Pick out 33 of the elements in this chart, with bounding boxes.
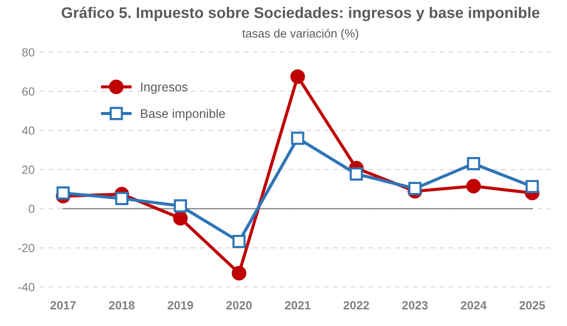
y-tick-label: 20: [22, 166, 34, 174]
y-tick-label: -40: [18, 282, 34, 292]
x-tick-label: 2024: [460, 301, 487, 310]
point: [350, 167, 363, 181]
point: [232, 266, 246, 280]
x-tick-label: 2018: [109, 301, 135, 310]
x-tick-label: 2021: [284, 301, 310, 310]
y-tick-label: 60: [22, 87, 34, 96]
point: [174, 199, 188, 212]
y-tick-label: 80: [22, 48, 34, 57]
x-tick-label: 2025: [519, 301, 546, 310]
point: [56, 186, 70, 200]
y-tick-label: -20: [18, 244, 34, 252]
x-tick-label: 2020: [226, 301, 252, 310]
x-tick-label: 2022: [344, 301, 369, 310]
point: [408, 182, 422, 196]
point: [526, 180, 539, 194]
point: [466, 178, 481, 194]
x-tick-label: 2023: [402, 301, 428, 310]
y-tick-label: 40: [22, 126, 34, 135]
legend-label: Base imponible: [141, 108, 225, 120]
point: [173, 210, 188, 226]
point: [232, 234, 246, 248]
chart-subtitle: tasas de variación (%): [242, 28, 358, 40]
point: [290, 69, 305, 84]
point: [466, 157, 480, 170]
legend-label: Ingresos: [141, 82, 188, 94]
chart-title: Gráfico 5. Impuesto sobre Sociedades: ingresos y base imponible: [62, 6, 540, 22]
y-tick-label: 0: [28, 204, 34, 214]
x-tick-label: 2019: [168, 301, 194, 310]
point: [115, 192, 128, 206]
point: [291, 132, 304, 145]
x-tick-label: 2017: [50, 301, 76, 310]
